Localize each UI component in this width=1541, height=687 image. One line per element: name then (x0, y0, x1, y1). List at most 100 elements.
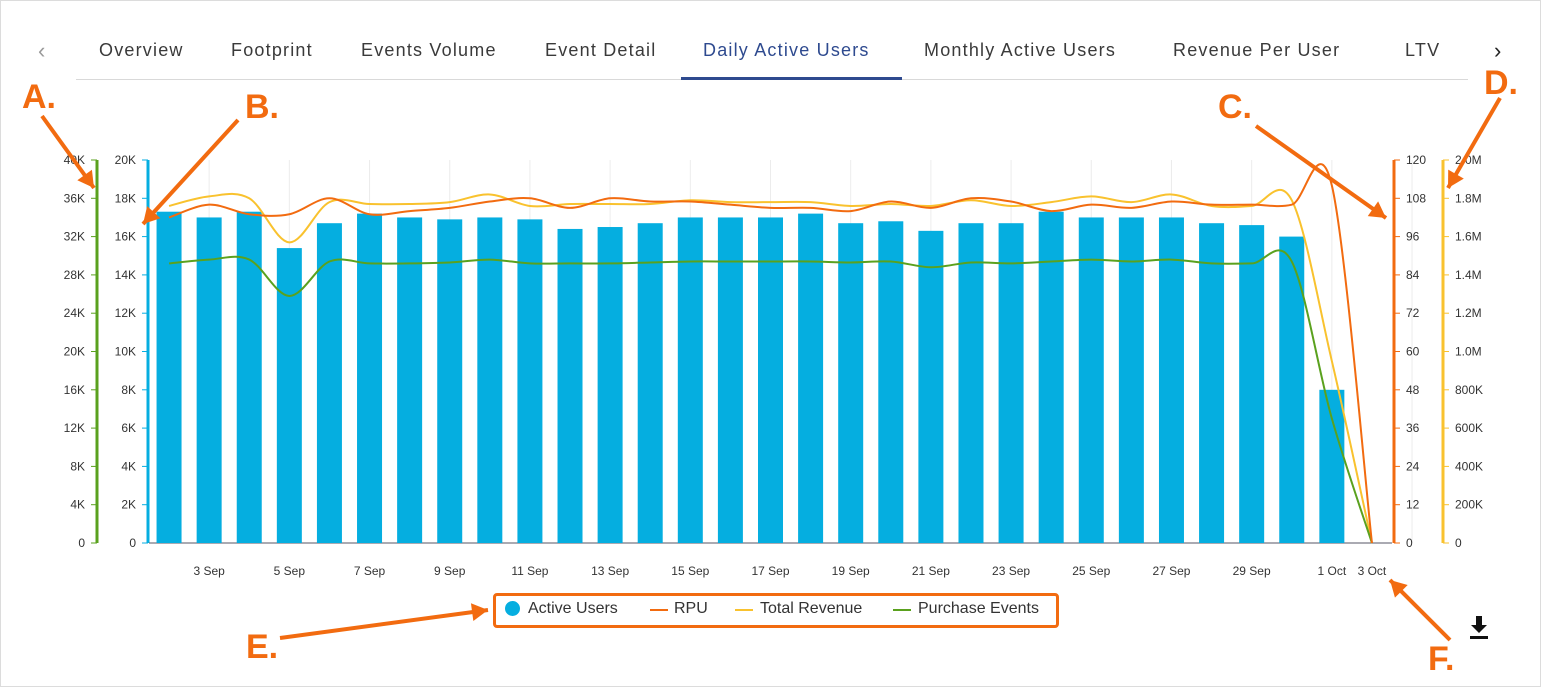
y-tick-label-c: 120 (1406, 153, 1426, 167)
x-tick-label: 7 Sep (354, 564, 386, 578)
callout-label-b: B. (245, 88, 279, 126)
legend-marker-total-revenue (735, 609, 753, 611)
y-tick-label-c: 0 (1406, 536, 1413, 550)
legend-label-purchase-events[interactable]: Purchase Events (918, 600, 1039, 617)
bar-active-users (998, 223, 1024, 543)
bar-active-users (958, 223, 984, 543)
legend-marker-active-users (505, 601, 520, 616)
y-tick-label-d: 0 (1455, 536, 1462, 550)
series-line-purchase-events (168, 249, 1373, 544)
y-tick-label-d: 1.8M (1455, 191, 1482, 205)
bar-active-users (798, 213, 824, 543)
x-tick-label: 29 Sep (1233, 564, 1271, 578)
y-tick-label-c: 96 (1406, 230, 1420, 244)
bar-active-users (1118, 217, 1144, 543)
legend-label-total-revenue[interactable]: Total Revenue (760, 600, 863, 617)
active-tab-indicator (681, 77, 902, 80)
bar-active-users (276, 248, 302, 543)
callout-label-f: F. (1428, 640, 1455, 678)
tab-ltv[interactable]: LTV (1405, 40, 1441, 60)
y-tick-label-b: 20K (115, 153, 136, 167)
callout-arrow-e-head (470, 603, 488, 622)
y-tick-label-b: 16K (115, 230, 136, 244)
bar-active-users (437, 219, 463, 544)
tabs-prev-arrow-icon[interactable]: ‹ (38, 38, 46, 63)
callout-arrow-e (279, 608, 489, 640)
bar-active-users (1038, 211, 1064, 543)
x-tick-label: 11 Sep (511, 564, 548, 578)
bar-active-users (677, 217, 703, 543)
bar-active-users (918, 230, 944, 544)
bar-active-users (637, 223, 663, 543)
tab-event-detail[interactable]: Event Detail (545, 40, 657, 60)
legend-label-active-users[interactable]: Active Users (528, 600, 618, 617)
y-tick-label-b: 10K (115, 345, 136, 359)
series-line-total-revenue (168, 189, 1373, 544)
legend-marker-purchase-events (893, 609, 911, 611)
y-tick-label-a: 36K (64, 191, 85, 205)
bar-active-users (1199, 223, 1225, 543)
y-tick-label-b: 18K (115, 191, 136, 205)
x-tick-label: 23 Sep (992, 564, 1030, 578)
tab-overview[interactable]: Overview (99, 40, 184, 60)
y-tick-label-d: 1.2M (1455, 306, 1482, 320)
x-tick-label: 9 Sep (434, 564, 466, 578)
x-tick-label: 17 Sep (751, 564, 789, 578)
bar-active-users (517, 219, 543, 544)
y-tick-label-c: 48 (1406, 383, 1420, 397)
y-tick-label-b: 4K (121, 459, 136, 473)
tab-footprint[interactable]: Footprint (231, 40, 313, 60)
tab-events-volume[interactable]: Events Volume (361, 40, 497, 60)
y-tick-label-d: 600K (1455, 421, 1483, 435)
bar-active-users (717, 217, 743, 543)
y-tick-label-c: 108 (1406, 191, 1426, 205)
y-tick-label-c: 12 (1406, 498, 1420, 512)
callout-arrow-b (141, 118, 240, 226)
legend (493, 593, 1059, 628)
x-tick-label: 27 Sep (1152, 564, 1190, 578)
bar-active-users (357, 213, 383, 543)
callout-label-e: E. (246, 628, 279, 666)
tab-revenue-per-user[interactable]: Revenue Per User (1173, 40, 1341, 60)
bar-active-users (758, 217, 783, 543)
y-tick-label-b: 8K (121, 383, 136, 397)
y-tick-label-d: 200K (1455, 498, 1483, 512)
y-tick-label-b: 12K (115, 306, 136, 320)
x-tick-label: 3 Sep (193, 564, 225, 578)
bar-active-users (1078, 217, 1104, 543)
download-icon[interactable] (1468, 614, 1490, 640)
y-tick-label-c: 84 (1406, 268, 1420, 282)
y-tick-label-a: 8K (70, 459, 85, 473)
y-tick-label-a: 20K (64, 345, 85, 359)
callout-label-c: C. (1218, 88, 1252, 126)
y-tick-label-b: 6K (121, 421, 136, 435)
y-tick-label-a: 12K (64, 421, 85, 435)
callout-arrow-f-head (1390, 580, 1408, 598)
bar-active-users (236, 211, 262, 543)
y-tick-label-c: 36 (1406, 421, 1420, 435)
legend-label-rpu[interactable]: RPU (674, 600, 708, 617)
bar-active-users (316, 223, 342, 543)
tab-daily-active-users[interactable]: Daily Active Users (703, 40, 870, 60)
legend-marker-rpu (650, 609, 668, 611)
x-tick-label: 15 Sep (671, 564, 709, 578)
bar-active-users (878, 221, 904, 543)
bar-active-users (1319, 389, 1345, 543)
y-tick-label-d: 1.4M (1455, 268, 1482, 282)
callout-arrow-c (1254, 124, 1388, 220)
bar-active-users (557, 228, 583, 543)
bar-active-users (597, 227, 623, 543)
y-tick-label-a: 28K (64, 268, 85, 282)
y-tick-label-b: 14K (115, 268, 136, 282)
x-tick-label: 1 Oct (1318, 564, 1347, 578)
x-tick-label: 21 Sep (912, 564, 950, 578)
y-tick-label-d: 1.0M (1455, 345, 1482, 359)
y-tick-label-d: 800K (1455, 383, 1483, 397)
bar-active-users (1239, 225, 1265, 544)
callout-arrow-a-head (77, 169, 94, 188)
callout-arrow-d-head (1448, 169, 1464, 188)
tab-monthly-active-users[interactable]: Monthly Active Users (924, 40, 1117, 60)
tabs-next-arrow-icon[interactable]: › (1494, 38, 1502, 63)
y-tick-label-c: 24 (1406, 459, 1420, 473)
